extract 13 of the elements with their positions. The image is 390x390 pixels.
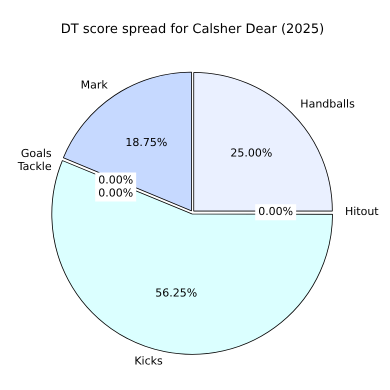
data-label: 56.25% [155, 286, 198, 300]
category-label: Tackle [18, 160, 52, 173]
data-label: 25.00% [230, 146, 272, 160]
slice-label: Mark [80, 78, 108, 92]
slice-label: Handballs [300, 97, 356, 110]
text: 0.00% [98, 186, 134, 200]
chart-title: DT score spread for Calsher Dear (2025) [60, 22, 324, 38]
text: 0.00% [258, 205, 294, 218]
category-label: Hitout [344, 205, 379, 218]
data-label: 18.75% [125, 136, 168, 150]
slice-label: Kicks [134, 354, 164, 368]
category-label: Goals [20, 146, 52, 160]
text: 0.00% [98, 173, 134, 186]
